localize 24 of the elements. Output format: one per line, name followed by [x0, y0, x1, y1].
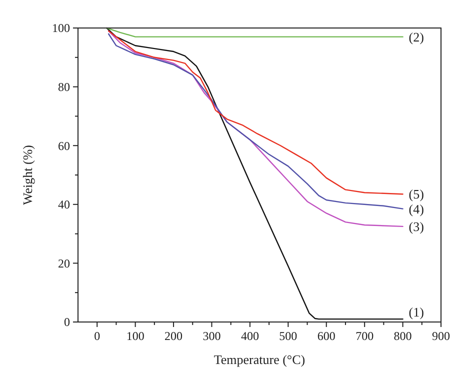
y-axis-title: Weight (%)	[20, 145, 35, 205]
x-tick-label: 500	[279, 329, 298, 343]
y-tick-label: 20	[58, 256, 70, 270]
x-tick-label: 700	[356, 329, 374, 343]
line-series	[106, 27, 404, 320]
series-label: (5)	[408, 186, 424, 202]
x-tick-label: 100	[126, 329, 144, 343]
y-tick-label: 60	[58, 138, 70, 153]
x-tick-label: 200	[164, 329, 183, 343]
series-label: (1)	[408, 304, 424, 320]
x-tick-label: 900	[432, 329, 450, 343]
series-label: (4)	[408, 201, 424, 216]
y-tick-label: 80	[58, 80, 70, 94]
series-label: (2)	[408, 29, 424, 44]
y-tick-label: 100	[52, 21, 70, 36]
x-tick-label: 800	[394, 329, 412, 343]
x-axis-title: Temperature (°C)	[214, 352, 306, 367]
x-tick-label: 600	[317, 329, 336, 343]
series-label: (3)	[408, 219, 424, 234]
x-tick-label: 300	[202, 329, 221, 343]
x-tick-label: 0	[94, 329, 100, 343]
y-tick-label: 40	[58, 198, 70, 212]
y-tick-label: 0	[64, 315, 70, 330]
x-tick-label: 400	[240, 329, 259, 343]
